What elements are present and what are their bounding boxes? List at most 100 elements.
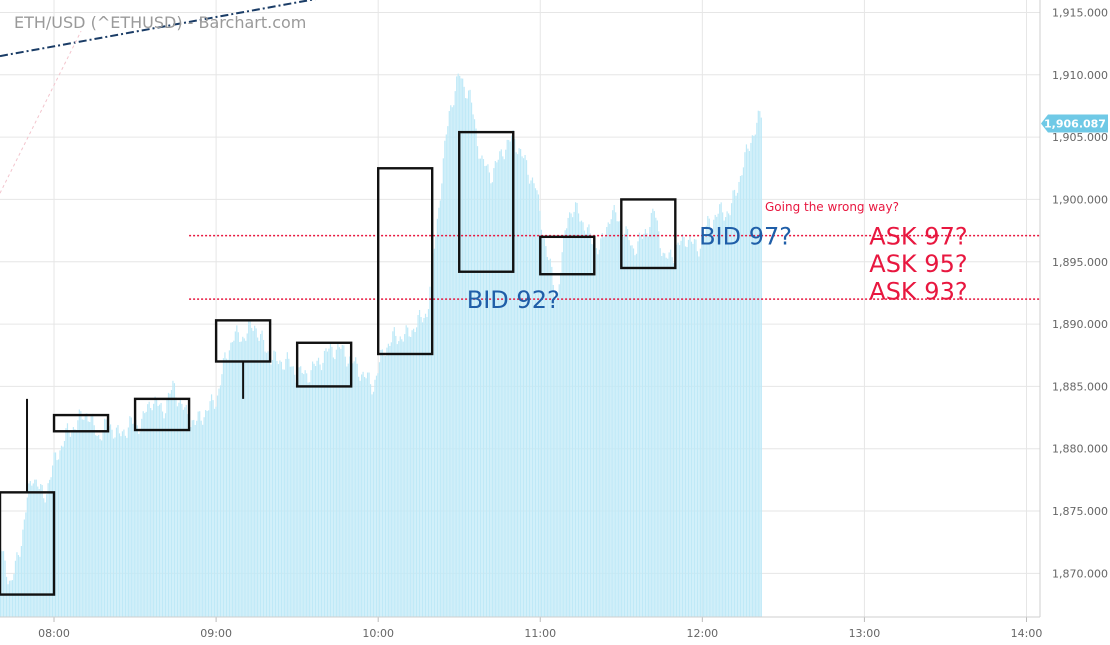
price-bar-510 (757, 110, 759, 617)
price-bar-262 (389, 345, 391, 617)
candle-1[interactable] (52, 413, 110, 433)
price-bar-428 (635, 253, 638, 617)
chart-title: ETH/USD (^ETHUSD) - Barchart.com (14, 13, 306, 32)
price-bar-365 (542, 237, 544, 617)
faint-trend-line (0, 30, 82, 194)
price-bar-255 (378, 362, 381, 617)
price-bar-25 (37, 486, 39, 617)
price-bar-248 (368, 372, 370, 617)
price-bar-20 (29, 481, 31, 617)
price-bar-314 (466, 98, 468, 618)
price-bar-362 (537, 194, 540, 617)
price-bar-188 (279, 360, 281, 617)
candle-7[interactable] (539, 235, 596, 276)
annotation-3[interactable]: ASK 97? (869, 223, 967, 251)
price-bar-220 (326, 351, 329, 617)
price-bar-482 (716, 216, 718, 617)
price-bar-107 (158, 404, 161, 617)
price-bar-229 (340, 348, 342, 617)
annotation-4[interactable]: ASK 95? (869, 250, 967, 278)
price-bar-28 (41, 485, 43, 617)
price-bar-152 (225, 358, 228, 617)
price-bar-269 (399, 336, 401, 617)
trend-line[interactable] (0, 0, 324, 58)
price-bar-502 (745, 144, 748, 617)
price-bar-37 (54, 452, 57, 617)
price-bar-184 (273, 350, 275, 617)
annotation-2[interactable]: Going the wrong way? (765, 200, 899, 214)
price-bar-345 (512, 130, 514, 617)
price-bar-342 (508, 139, 510, 617)
price-bar-378 (561, 252, 563, 617)
price-bars (0, 73, 762, 618)
price-bar-137 (203, 417, 205, 617)
y-tick-9: 1,915.000 (1052, 6, 1108, 19)
annotation-5[interactable]: ASK 93? (869, 277, 967, 305)
candle-4[interactable] (295, 341, 353, 388)
candle-5[interactable] (376, 167, 434, 356)
price-bar-116 (172, 380, 174, 617)
price-bar-238 (353, 361, 355, 617)
price-bar-111 (164, 413, 167, 617)
price-bar-219 (325, 348, 327, 617)
price-bar-372 (552, 284, 554, 617)
price-bar-208 (309, 382, 311, 617)
price-bar-19 (28, 483, 30, 617)
x-tick-5: 13:00 (849, 627, 881, 640)
price-bar-488 (725, 217, 727, 617)
price-bar-259 (384, 355, 386, 617)
price-bar-348 (517, 154, 519, 617)
price-bar-163 (242, 336, 244, 617)
horizontal-lines (189, 234, 1040, 300)
price-bar-206 (306, 373, 308, 617)
price-bar-459 (681, 233, 684, 617)
annotation-1[interactable]: BID 92? (467, 286, 560, 314)
price-bar-61 (90, 414, 92, 617)
price-bar-339 (503, 159, 505, 617)
price-bar-383 (569, 212, 571, 617)
candle-0[interactable] (0, 491, 56, 596)
candle-8[interactable] (620, 198, 677, 270)
price-bar-312 (463, 86, 465, 617)
candle-2[interactable] (133, 397, 191, 432)
price-bar-43 (63, 440, 66, 617)
candle-3[interactable] (214, 319, 272, 363)
price-bar-201 (298, 367, 300, 617)
price-bar-13 (19, 556, 21, 617)
price-bar-17 (25, 512, 27, 617)
price-bar-63 (93, 425, 95, 617)
price-bar-501 (744, 152, 746, 618)
price-bar-294 (436, 218, 438, 617)
x-tick-0: 08:00 (38, 627, 70, 640)
price-bar-164 (243, 338, 245, 617)
price-bar-102 (151, 410, 153, 617)
price-bar-181 (268, 357, 271, 617)
price-bar-512 (760, 117, 762, 618)
price-bar-52 (77, 420, 79, 617)
price-bar-504 (748, 151, 750, 617)
price-bar-18 (26, 497, 28, 617)
price-bar-281 (417, 315, 419, 617)
price-bar-483 (717, 213, 719, 617)
annotation-0[interactable]: BID 97? (699, 223, 792, 251)
price-bar-389 (577, 213, 580, 617)
price-bar-251 (372, 391, 375, 617)
price-bar-50 (74, 429, 76, 617)
price-bar-97 (144, 413, 146, 617)
price-bar-235 (349, 356, 351, 617)
price-bar-344 (511, 135, 513, 618)
price-bar-100 (148, 401, 150, 617)
price-bar-124 (184, 407, 186, 617)
price-bar-250 (371, 394, 373, 617)
price-bar-71 (105, 419, 107, 617)
price-bar-328 (487, 164, 489, 617)
price-bar-109 (161, 411, 164, 617)
y-tick-8: 1,910.000 (1052, 69, 1108, 82)
price-bar-95 (141, 418, 143, 617)
price-bar-216 (320, 370, 323, 617)
candle-6[interactable] (458, 130, 515, 273)
annotations: BID 97? BID 92? Going the wrong way? ASK 97… (467, 200, 968, 314)
